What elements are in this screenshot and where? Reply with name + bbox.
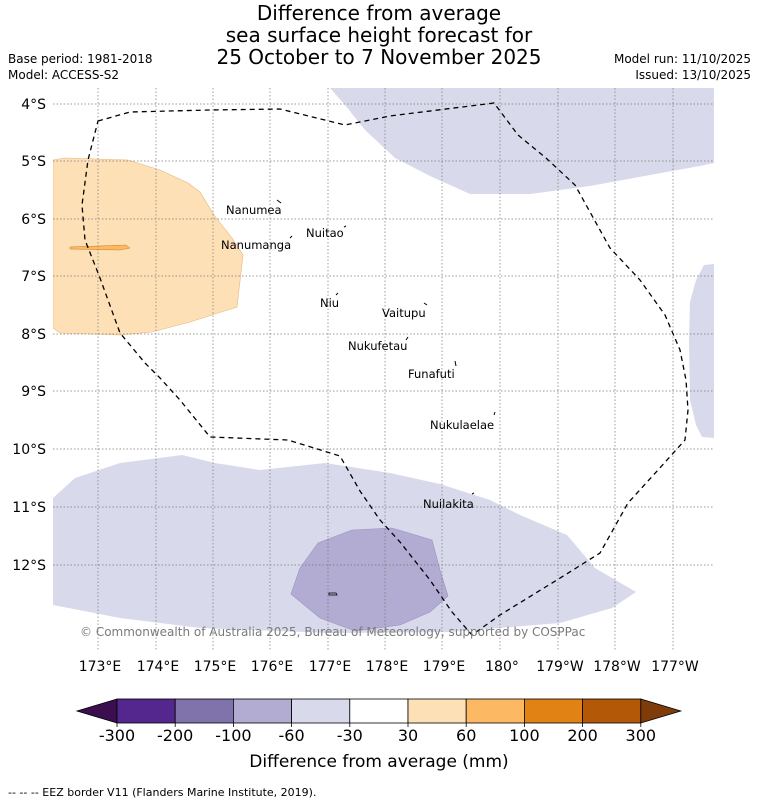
island-label-funafuti: Funafuti xyxy=(408,367,455,381)
lon-tick-label: 173°E xyxy=(79,659,122,675)
island-label-nanumea: Nanumea xyxy=(226,203,282,217)
eez-legend-note: -- -- -- EEZ border V11 (Flanders Marine… xyxy=(8,786,317,799)
lon-tick-label: 176°E xyxy=(251,659,294,675)
title-line-1: Difference from average xyxy=(256,1,502,25)
colorbar-tick-label: -300 xyxy=(99,726,135,745)
lat-tick-label: 9°S xyxy=(21,384,46,400)
lon-tick-label: 174°E xyxy=(137,659,180,675)
island-niu-mark xyxy=(335,292,339,296)
colorbar-segment xyxy=(465,698,525,724)
title-line-2: sea surface height forecast for xyxy=(225,23,533,47)
issued-date: Issued: 13/10/2025 xyxy=(635,68,751,82)
anomaly-region-negative-east xyxy=(689,264,714,438)
colorbar-tick-label: -60 xyxy=(279,726,305,745)
lat-tick-label: 8°S xyxy=(21,327,46,343)
island-label-nukulaelae: Nukulaelae xyxy=(430,418,494,432)
lat-tick-label: 4°S xyxy=(21,97,46,113)
colorbar-segment xyxy=(582,698,642,724)
colorbar-tick-label: -200 xyxy=(157,726,193,745)
island-nukufetau-mark xyxy=(405,336,409,341)
lon-tick-label: 178°E xyxy=(366,659,409,675)
island-nuitao-mark xyxy=(343,225,347,228)
lat-tick-label: 7°S xyxy=(21,269,46,285)
island-nanumea-mark xyxy=(276,199,282,204)
map-gridlines xyxy=(53,88,714,650)
eez-border-tuvalu xyxy=(81,102,689,636)
title-line-3: 25 October to 7 November 2025 xyxy=(216,45,542,69)
lat-tick-label: 5°S xyxy=(21,154,46,170)
colorbar-tick-label: 300 xyxy=(626,726,657,745)
model-run: Model run: 11/10/2025 xyxy=(613,52,751,66)
colorbar-tick-label: -30 xyxy=(337,726,363,745)
island-label-nuilakita: Nuilakita xyxy=(423,497,474,511)
colorbar-segment xyxy=(232,698,292,724)
lon-tick-label: 179°W xyxy=(536,659,584,675)
island-funafuti-mark xyxy=(454,360,457,367)
small-island-outline xyxy=(328,592,338,596)
map-plot-area: Nanumea Nuitao Nanumanga Niu Vaitupu Nuk… xyxy=(53,88,714,650)
island-nukulaelae-mark xyxy=(493,411,496,416)
colorbar-tick-label: 100 xyxy=(509,726,540,745)
island-label-niu: Niu xyxy=(320,296,339,310)
lon-tick-label: 175°E xyxy=(194,659,237,675)
copyright-notice: © Commonwealth of Australia 2025, Bureau… xyxy=(80,625,585,639)
colorbar-tick-label: 60 xyxy=(456,726,476,745)
colorbar-tick-label: 30 xyxy=(398,726,418,745)
island-label-nukufetau: Nukufetau xyxy=(348,339,407,353)
lon-tick-label: 179°E xyxy=(423,659,466,675)
colorbar-segment xyxy=(349,698,409,724)
lat-tick-label: 10°S xyxy=(12,442,46,458)
colorbar xyxy=(75,698,683,727)
lon-tick-label: 180° xyxy=(485,659,519,675)
anomaly-region-negative-north xyxy=(330,88,714,194)
lon-tick-label: 177°W xyxy=(651,659,699,675)
base-period: Base period: 1981-2018 xyxy=(8,52,153,66)
island-vaitupu-mark xyxy=(423,302,428,306)
colorbar-segment xyxy=(407,698,467,724)
colorbar-label: Difference from average (mm) xyxy=(249,752,509,772)
colorbar-segment xyxy=(174,698,234,724)
colorbar-segment xyxy=(291,698,351,724)
anomaly-region-negative-south-core xyxy=(290,527,449,632)
lon-tick-label: 177°E xyxy=(309,659,352,675)
colorbar-under-arrow xyxy=(75,698,118,724)
island-label-vaitupu: Vaitupu xyxy=(382,306,426,320)
island-markers xyxy=(276,199,496,495)
colorbar-over-arrow xyxy=(640,698,683,724)
island-label-nanumanga: Nanumanga xyxy=(221,238,291,252)
island-label-nuitao: Nuitao xyxy=(306,226,344,240)
colorbar-tick-label: -100 xyxy=(215,726,251,745)
lat-tick-label: 11°S xyxy=(12,500,46,516)
lat-tick-label: 12°S xyxy=(12,558,46,574)
colorbar-segment xyxy=(116,698,176,724)
island-nanumanga-mark xyxy=(289,235,293,239)
lat-tick-label: 6°S xyxy=(21,212,46,228)
island-nuilakita-mark xyxy=(471,492,475,495)
colorbar-segment xyxy=(524,698,584,724)
model-name: Model: ACCESS-S2 xyxy=(8,68,120,82)
anomaly-region-positive-60-100 xyxy=(69,244,131,251)
colorbar-tick-label: 200 xyxy=(567,726,598,745)
lon-tick-label: 178°W xyxy=(593,659,641,675)
